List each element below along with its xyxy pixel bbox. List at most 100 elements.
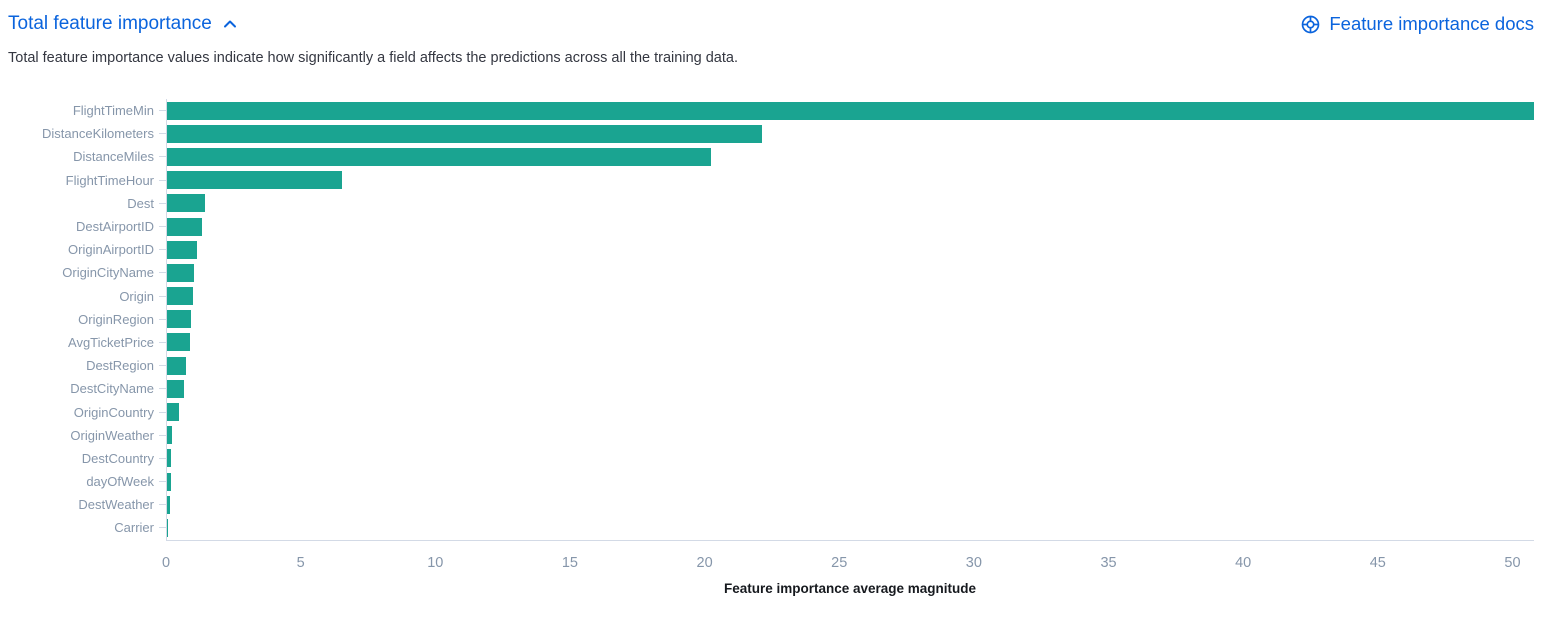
bar-track (166, 470, 1534, 494)
bar-track (166, 516, 1534, 540)
bar[interactable] (167, 310, 192, 329)
x-axis-tick-label: 45 (1369, 554, 1386, 571)
bar-track (166, 261, 1534, 285)
bar[interactable] (167, 240, 197, 259)
bar[interactable] (167, 147, 711, 166)
chart-row: OriginCountry (8, 400, 1534, 424)
chevron-up-icon (222, 16, 238, 32)
x-axis-tick-label: 0 (161, 554, 171, 571)
plot-area: FlightTimeMin DistanceKilometers DistanceM… (8, 99, 1534, 540)
bar-track (166, 377, 1534, 401)
y-axis-label: DestAirportID (75, 219, 154, 235)
y-axis-label: DestRegion (86, 358, 154, 374)
y-axis-label: dayOfWeek (86, 474, 154, 490)
x-axis-tick-label: 5 (296, 554, 305, 571)
bar-track (166, 145, 1534, 169)
chart-row: AvgTicketPrice (8, 330, 1534, 355)
chart-row: DestRegion (8, 354, 1534, 378)
bar[interactable] (167, 379, 185, 398)
y-axis-tick (159, 272, 166, 274)
y-axis-tick (159, 318, 166, 320)
x-axis-title: Feature importance average magnitude (723, 580, 977, 596)
bar[interactable] (167, 124, 762, 143)
bar-track (166, 168, 1534, 192)
feature-importance-docs-link[interactable]: Feature importance docs (1300, 13, 1534, 35)
y-axis-label: Origin (119, 288, 154, 304)
y-axis-tick (159, 133, 166, 135)
chart-row: OriginRegion (8, 307, 1534, 331)
bar-track (166, 400, 1534, 424)
y-axis-tick (159, 365, 166, 367)
y-axis-label: DestCountry (81, 450, 154, 466)
y-axis-tick (159, 341, 166, 343)
x-axis-tick-label: 10 (427, 554, 444, 571)
y-axis-label: DistanceKilometers (42, 126, 154, 142)
y-axis-tick (159, 457, 166, 459)
section-description: Total feature importance values indicate… (8, 50, 738, 66)
bar[interactable] (167, 472, 171, 491)
life-ring-icon (1300, 14, 1321, 35)
y-axis-tick (159, 110, 166, 112)
bar-track (166, 214, 1534, 239)
bar[interactable] (167, 263, 194, 282)
bar[interactable] (167, 426, 172, 445)
y-axis-tick (159, 504, 166, 506)
y-axis-tick (159, 179, 166, 181)
chart-row: DestCityName (8, 377, 1534, 401)
y-axis-label: DistanceMiles (73, 149, 154, 165)
x-axis-tick-label: 40 (1235, 554, 1252, 571)
bar[interactable] (167, 356, 187, 375)
y-axis-tick (159, 226, 166, 228)
bar[interactable] (167, 403, 180, 422)
y-axis-label: OriginCityName (62, 265, 154, 281)
chart-row: Origin (8, 284, 1534, 308)
bar[interactable] (167, 518, 168, 537)
y-axis-label: Dest (127, 195, 154, 211)
bar-track (166, 99, 1534, 123)
x-axis-tick-label: 30 (965, 554, 982, 571)
bar-track (166, 191, 1534, 215)
bar-track (166, 122, 1534, 146)
x-axis-tick-label: 35 (1100, 554, 1117, 571)
x-axis-tick-label: 25 (831, 554, 848, 571)
x-axis-tick-label: 50 (1504, 554, 1521, 571)
bar[interactable] (167, 449, 172, 468)
y-axis-tick (159, 411, 166, 413)
docs-link-label: Feature importance docs (1329, 13, 1534, 34)
y-axis-label: DestWeather (78, 497, 154, 513)
bar-track (166, 284, 1534, 308)
y-axis-label: OriginWeather (70, 427, 154, 443)
chart-row: DistanceMiles (8, 145, 1534, 169)
x-axis-tick-label: 15 (561, 554, 578, 571)
chart-row: DistanceKilometers (8, 122, 1534, 146)
feature-importance-chart: FlightTimeMin DistanceKilometers DistanceM… (8, 99, 1534, 596)
chart-row: FlightTimeMin (8, 99, 1534, 123)
y-axis-tick (159, 481, 166, 483)
bar[interactable] (167, 194, 205, 213)
bar-track (166, 423, 1534, 447)
y-axis-label: FlightTimeMin (72, 103, 154, 119)
x-axis: 0 5 10 15 20 25 30 35 40 45 50 (162, 539, 1534, 577)
bar-track (166, 493, 1534, 517)
section-collapse-toggle[interactable]: Total feature importance (8, 13, 238, 35)
bar[interactable] (167, 287, 193, 306)
chart-row: OriginCityName (8, 261, 1534, 285)
y-axis-label: AvgTicketPrice (68, 334, 154, 350)
bar[interactable] (167, 495, 171, 514)
y-axis-tick (159, 249, 166, 251)
section-title: Total feature importance (8, 13, 212, 34)
bar[interactable] (167, 171, 342, 190)
y-axis-label: DestCityName (70, 381, 154, 397)
bar[interactable] (167, 333, 190, 352)
y-axis-label: OriginCountry (73, 404, 154, 420)
y-axis-tick (159, 388, 166, 390)
y-axis-label: FlightTimeHour (65, 172, 154, 188)
y-axis-tick (159, 156, 166, 158)
chart-row: DestAirportID (8, 214, 1534, 239)
bar[interactable] (167, 101, 1534, 120)
y-axis-label: Carrier (114, 520, 154, 536)
y-axis-tick (159, 527, 166, 529)
bar[interactable] (167, 217, 202, 236)
y-axis-tick (159, 434, 166, 436)
bar-track (166, 354, 1534, 378)
